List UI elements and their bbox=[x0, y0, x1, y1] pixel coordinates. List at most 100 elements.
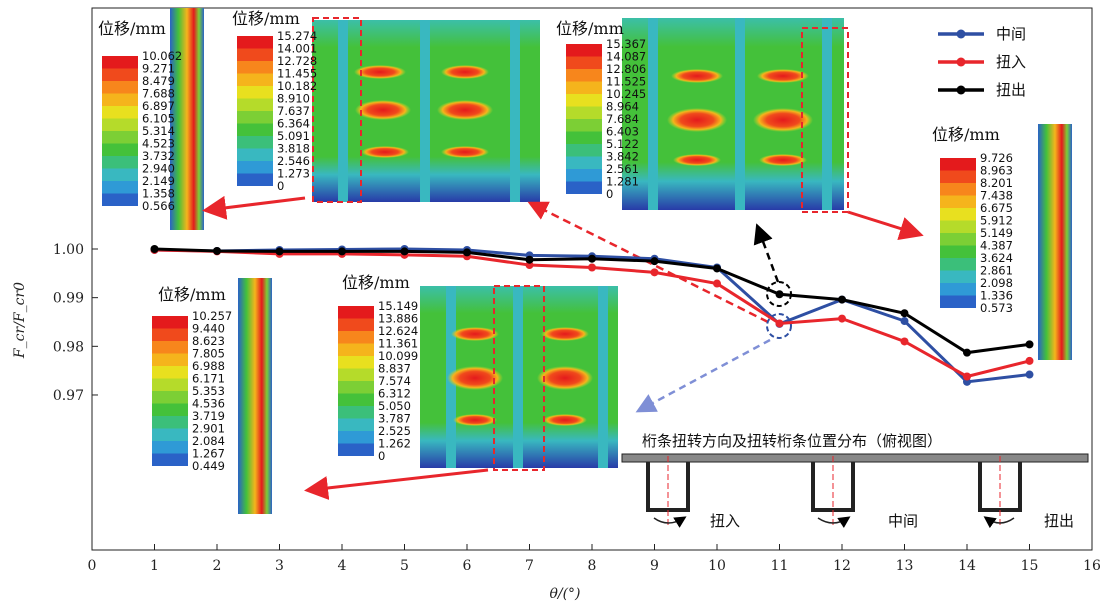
colorbar-swatch bbox=[338, 431, 374, 444]
series-point-2 bbox=[838, 295, 846, 304]
colorbar-value: 6.105 bbox=[142, 112, 175, 126]
colorbar-swatch bbox=[237, 123, 273, 136]
colorbar-value: 9.271 bbox=[142, 62, 175, 76]
colorbar-swatch bbox=[152, 316, 188, 329]
colorbar-0: 位移/mm 10.0629.2718.4797.6886.8976.1055.31… bbox=[98, 19, 182, 213]
y-tick-label: 0.98 bbox=[53, 339, 84, 355]
colorbar-swatch bbox=[338, 418, 374, 431]
x-tick-label: 7 bbox=[525, 558, 534, 574]
colorbar-swatch bbox=[566, 144, 602, 157]
colorbar-swatch bbox=[338, 368, 374, 381]
series-point-0 bbox=[1025, 370, 1034, 379]
colorbar-value: 8.479 bbox=[142, 74, 175, 88]
colorbar-value: 8.963 bbox=[980, 164, 1013, 178]
colorbar-3: 位移/mm 9.7268.9638.2017.4386.6755.9125.149… bbox=[932, 125, 1013, 315]
colorbar-value: 7.684 bbox=[606, 112, 639, 126]
colorbar-swatch bbox=[152, 366, 188, 379]
colorbar-value: 0 bbox=[277, 179, 284, 193]
colorbar-value: 8.201 bbox=[980, 176, 1013, 190]
colorbar-swatch bbox=[566, 106, 602, 119]
colorbar-swatch bbox=[237, 86, 273, 99]
x-tick-label: 10 bbox=[708, 558, 726, 574]
colorbar-swatch bbox=[152, 428, 188, 441]
colorbar-value: 6.897 bbox=[142, 99, 175, 113]
colorbar-value: 6.364 bbox=[277, 117, 310, 131]
colorbar-swatch bbox=[940, 158, 976, 171]
colorbar-value: 11.525 bbox=[606, 75, 646, 89]
series-point-2 bbox=[463, 248, 471, 257]
colorbar-swatch bbox=[566, 44, 602, 57]
series-point-0 bbox=[900, 317, 909, 326]
colorbar-value: 10.245 bbox=[606, 87, 646, 101]
colorbar-swatch bbox=[566, 131, 602, 144]
inset-plate-3 bbox=[420, 285, 618, 471]
diagram-label-out: 扭出 bbox=[1044, 512, 1074, 530]
colorbar-value: 0 bbox=[378, 449, 385, 463]
series-point-1 bbox=[1025, 356, 1034, 365]
legend-marker bbox=[956, 57, 966, 67]
colorbar-value: 2.561 bbox=[606, 162, 639, 176]
series-point-1 bbox=[713, 279, 721, 288]
colorbar-value: 1.358 bbox=[142, 187, 175, 201]
series-point-2 bbox=[525, 255, 534, 264]
colorbar-value: 7.805 bbox=[192, 347, 225, 361]
colorbar-value: 7.688 bbox=[142, 87, 175, 101]
y-axis-label: F_cr/F_cr0 bbox=[12, 282, 28, 359]
y-axis: 1.00 0.99 0.98 0.97 bbox=[53, 242, 98, 404]
series-point-2 bbox=[650, 257, 659, 266]
colorbar-value: 15.367 bbox=[606, 37, 646, 51]
colorbar-swatch bbox=[566, 56, 602, 69]
series-point-2 bbox=[900, 309, 909, 318]
x-tick-label: 8 bbox=[588, 558, 597, 574]
series-point-1 bbox=[650, 268, 659, 277]
series-point-2 bbox=[338, 247, 346, 256]
colorbar-swatch bbox=[237, 148, 273, 161]
colorbar-swatch bbox=[102, 131, 138, 144]
colorbar-swatch bbox=[152, 341, 188, 354]
inset-strip-1 bbox=[170, 8, 204, 230]
colorbar-swatch bbox=[152, 391, 188, 404]
diagram-label-in: 扭入 bbox=[710, 512, 740, 530]
colorbar-value: 1.273 bbox=[277, 167, 310, 181]
colorbar-swatch bbox=[102, 93, 138, 106]
colorbar-swatch bbox=[566, 94, 602, 107]
legend-label: 中间 bbox=[996, 25, 1026, 43]
colorbar-value: 2.084 bbox=[192, 434, 225, 448]
colorbar-value: 4.536 bbox=[192, 397, 225, 411]
colorbar-value: 6.403 bbox=[606, 125, 639, 139]
colorbar-title: 位移/mm bbox=[932, 125, 1000, 144]
colorbar-4: 位移/mm 10.2579.4408.6237.8056.9886.1715.35… bbox=[152, 285, 232, 473]
colorbar-swatch bbox=[237, 73, 273, 86]
colorbar-swatch bbox=[940, 233, 976, 246]
colorbar-swatch bbox=[940, 195, 976, 208]
legend-marker bbox=[956, 85, 966, 95]
skin-plate bbox=[621, 453, 1089, 463]
colorbar-swatch bbox=[102, 156, 138, 169]
series-point-2 bbox=[713, 264, 721, 273]
colorbar-2: 位移/mm15.36714.08712.80611.52510.2458.964… bbox=[556, 19, 646, 201]
colorbar-swatch bbox=[102, 68, 138, 81]
colorbar-value: 1.262 bbox=[378, 437, 411, 451]
colorbar-value: 10.099 bbox=[378, 349, 418, 363]
colorbar-swatch bbox=[566, 81, 602, 94]
colorbar-swatch bbox=[338, 381, 374, 394]
colorbar-swatch bbox=[940, 183, 976, 196]
x-tick-label: 6 bbox=[463, 558, 472, 574]
colorbar-swatch bbox=[152, 328, 188, 341]
x-tick-label: 4 bbox=[338, 558, 347, 574]
colorbar-swatch bbox=[338, 306, 374, 319]
colorbar-value: 5.050 bbox=[378, 399, 411, 413]
colorbar-swatch bbox=[940, 258, 976, 271]
colorbar-swatch bbox=[338, 406, 374, 419]
colorbar-swatch bbox=[566, 119, 602, 132]
colorbar-value: 14.001 bbox=[277, 42, 317, 56]
series-point-2 bbox=[275, 247, 284, 256]
colorbar-swatch bbox=[152, 441, 188, 454]
colorbar-value: 9.726 bbox=[980, 151, 1013, 165]
x-tick-label: 16 bbox=[1083, 558, 1101, 574]
colorbar-value: 5.122 bbox=[606, 137, 639, 151]
colorbar-swatch bbox=[940, 270, 976, 283]
x-tick-label: 3 bbox=[275, 558, 284, 574]
